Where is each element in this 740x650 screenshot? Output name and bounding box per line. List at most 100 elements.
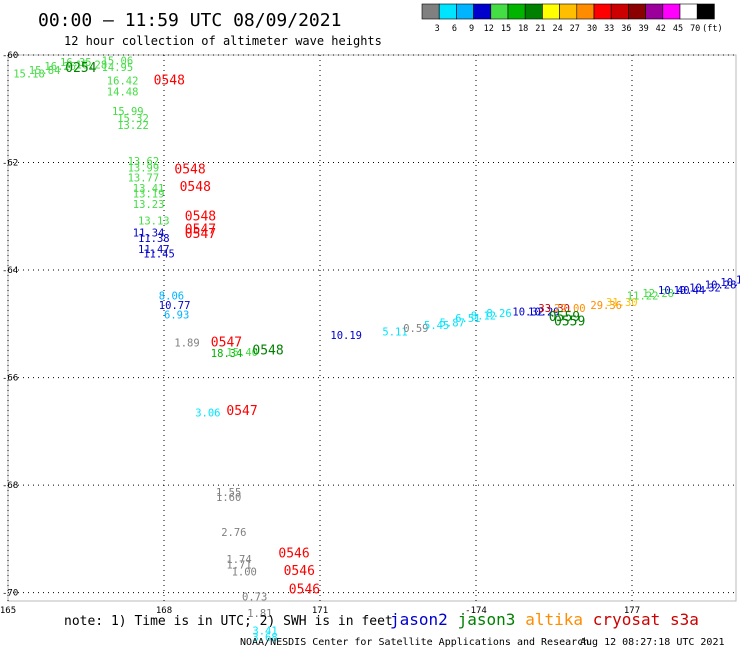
footer-credit: NOAA/NESDIS Center for Satellite Applica…: [240, 637, 589, 648]
swh-point-label: 8.06: [159, 291, 184, 303]
time-label: 0559: [554, 314, 585, 329]
colorbar-label: 18: [518, 24, 528, 34]
time-label: 0547: [185, 227, 216, 242]
swh-point-label: 14.48: [107, 86, 139, 98]
swh-point-label: 1.71: [226, 559, 251, 571]
swh-point-label: 5.87: [440, 318, 465, 330]
swh-point-label: 16.42: [107, 76, 139, 88]
legend-jason3: jason3: [458, 610, 516, 629]
colorbar-label: 42: [656, 24, 666, 34]
x-tick-label: 171: [312, 606, 328, 616]
time-label: 0548: [154, 74, 185, 89]
y-tick-label: -66: [2, 374, 18, 384]
swh-point-label: 10.45: [720, 277, 740, 289]
y-tick-label: -68: [2, 481, 18, 491]
swh-point-label: 3.41: [252, 626, 277, 638]
swh-point-label: 3.68: [252, 632, 277, 644]
colorbar-swatch: [559, 3, 578, 20]
time-label: 0546: [289, 583, 320, 598]
time-labels: 0254054805480548054805470547054705470546…: [65, 61, 585, 597]
swh-point-label: 16.28: [76, 59, 108, 71]
time-label: 0546: [278, 547, 309, 562]
swh-point-label: 3.06: [195, 407, 220, 419]
swh-point-label: 18.34: [211, 348, 243, 360]
swh-point-label: 10.40: [658, 285, 690, 297]
swh-point-label: 1.60: [216, 492, 241, 504]
colorbar-swatch: [662, 3, 681, 20]
legend-cryosat: cryosat: [593, 610, 660, 629]
axis-tick-labels: 165 168 171 -174 177 -60 -62 -64 -66 -68 -70: [0, 51, 640, 616]
plot-frame: [7, 54, 737, 602]
colorbar-swatch: [696, 3, 715, 20]
time-label: 0559: [549, 310, 580, 325]
swh-point-label: 33.30: [538, 303, 570, 315]
colorbar-swatch: [524, 3, 543, 20]
footer-timestamp: Aug 12 08:27:18 UTC 2021: [580, 637, 725, 648]
swh-point-label: 13.23: [133, 199, 165, 211]
swh-point-label: 13.77: [128, 172, 160, 184]
legend-jason2: jason2: [390, 610, 448, 629]
footer-note: note: 1) Time is in UTC; 2) SWH is in fe…: [64, 614, 393, 629]
swh-point-label: 29.36: [590, 300, 622, 312]
swh-point-label: 10.77: [159, 300, 191, 312]
colorbar-label: 15: [501, 24, 511, 34]
colorbar-label: 9: [469, 24, 474, 34]
colorbar-label: 30: [587, 24, 597, 34]
swh-point-label: 1.89: [174, 337, 199, 349]
swh-point-label: 11.34: [133, 228, 165, 240]
swh-point-label: 2.76: [221, 527, 246, 539]
time-label: 0254: [65, 61, 96, 76]
colorbar-swatch: [628, 3, 646, 20]
swh-point-label: 13.41: [133, 183, 165, 195]
time-label: 0547: [211, 335, 242, 350]
swh-point-label: 15.18: [13, 69, 45, 81]
legend-s3a: s3a: [670, 610, 699, 629]
swh-point-label: 13.19: [133, 188, 165, 200]
swh-point-label: 13.62: [128, 156, 160, 168]
swh-point-label: 0.59: [403, 323, 428, 335]
colorbar-label: 70: [690, 24, 700, 34]
swh-point-label: 0.73: [242, 592, 267, 604]
swh-point-label: 1.55: [216, 487, 241, 499]
colorbar-label: 27: [570, 24, 580, 34]
colorbar-swatch: [679, 3, 698, 20]
time-label: 0547: [185, 222, 216, 237]
swh-point-label: 8.12: [471, 311, 496, 323]
swh-point-label: 1.74: [226, 554, 251, 566]
swh-point-label: 8.26: [486, 308, 511, 320]
colorbar-label: 21: [535, 24, 545, 34]
colorbar-swatch: [438, 3, 457, 20]
time-label: 0546: [284, 564, 315, 579]
colorbar-swatch: [490, 3, 509, 20]
swh-point-label: 6.51: [455, 313, 480, 325]
swh-point-label: 10.32: [512, 307, 544, 319]
chart-subtitle: 12 hour collection of altimeter wave hei…: [64, 34, 382, 48]
swh-point-label: 10.28: [705, 279, 737, 291]
colorbar-swatch: [473, 3, 492, 20]
swh-point-label: 10.19: [330, 330, 362, 342]
swh-point-label: 12.28: [642, 288, 674, 300]
y-tick-label: -70: [2, 589, 18, 599]
colorbar-label: 36: [621, 24, 631, 34]
time-label: 0548: [174, 162, 205, 177]
colorbar-label: 6: [452, 24, 457, 34]
y-tick-label: -62: [2, 159, 18, 169]
swh-point-label: 15.40: [226, 347, 258, 359]
swh-point-label: 15.99: [112, 106, 144, 118]
swh-point-label: 5.45: [424, 320, 449, 332]
colorbar-swatch: [421, 3, 440, 20]
y-tick-label: -64: [2, 266, 18, 276]
colorbar-label: 12: [484, 24, 494, 34]
colorbar-swatch: [593, 3, 612, 20]
x-tick-label: -174: [465, 606, 487, 616]
swh-point-label: 16.35: [60, 57, 92, 69]
time-label: 0547: [226, 404, 257, 419]
y-tick-label: -60: [2, 51, 18, 61]
swh-point-label: 10.37: [736, 274, 740, 286]
swh-point-label: 16.26: [44, 61, 76, 73]
colorbar-label: 45: [673, 24, 683, 34]
colorbar-swatch: [507, 3, 526, 20]
colorbar-swatch: [645, 3, 664, 20]
